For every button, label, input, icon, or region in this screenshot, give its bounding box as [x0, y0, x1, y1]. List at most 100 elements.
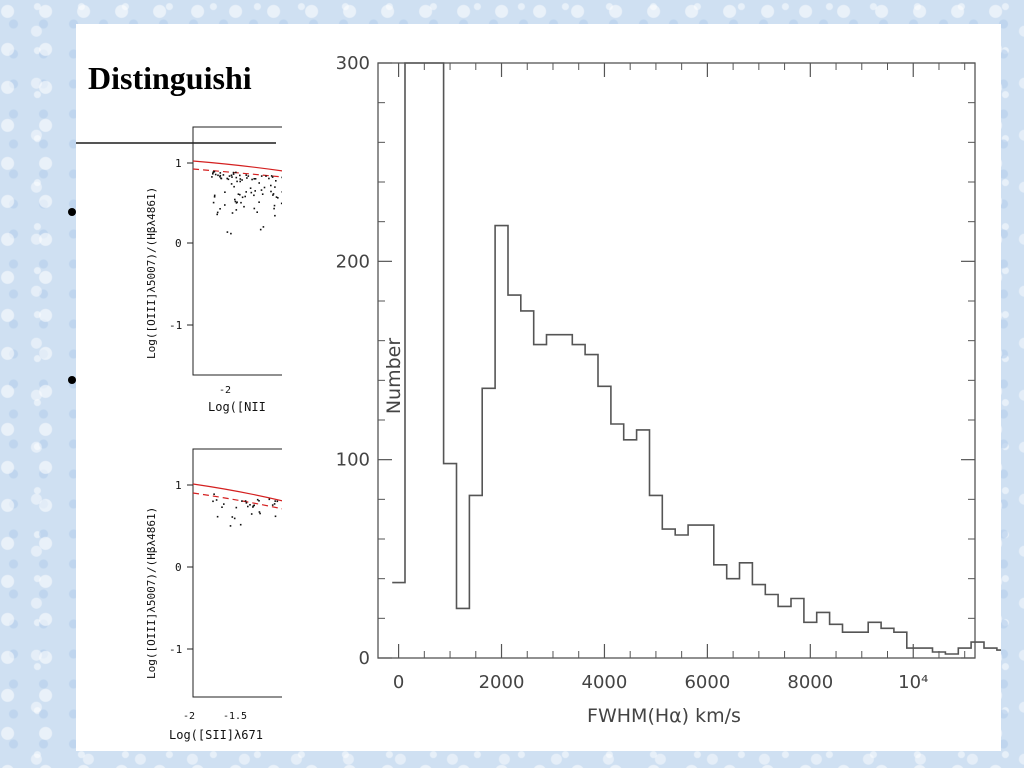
scatter-point	[239, 523, 242, 526]
scatter-point	[237, 193, 240, 195]
scatter-point	[219, 172, 222, 174]
scatter-point	[220, 177, 222, 180]
scatter-point	[247, 505, 249, 508]
bpt-top-points	[211, 170, 284, 235]
scatter-point	[215, 499, 218, 501]
scatter-point	[241, 179, 243, 181]
scatter-point	[241, 500, 243, 502]
scatter-point	[251, 178, 253, 181]
scatter-point	[258, 500, 260, 502]
scatter-point	[241, 196, 244, 199]
scatter-point	[271, 504, 274, 506]
scatter-point	[227, 178, 230, 181]
scatter-point	[229, 525, 232, 527]
scatter-point	[280, 202, 283, 205]
scatter-point	[232, 171, 235, 174]
x-tick-label: 2000	[479, 672, 525, 693]
bpt-bottom-xlabel: Log([SII]λ671	[169, 728, 263, 742]
scatter-point	[270, 190, 272, 193]
scatter-point	[262, 226, 265, 228]
scatter-point	[235, 209, 238, 211]
scatter-point	[273, 204, 276, 207]
scatter-point	[277, 197, 279, 199]
scatter-point	[213, 493, 215, 495]
scatter-point	[212, 173, 214, 175]
scatter-point	[271, 176, 274, 178]
scatter-point	[275, 196, 278, 198]
scatter-point	[245, 502, 248, 504]
scatter-point	[268, 177, 270, 180]
scatter-point	[273, 503, 276, 505]
scatter-point	[246, 177, 248, 179]
scatter-point	[239, 178, 242, 180]
scatter-point	[260, 175, 263, 177]
scatter-point	[245, 191, 247, 193]
scatter-point	[275, 180, 277, 182]
slide-title: Distinguishi	[88, 60, 252, 96]
bpt-top-curve-solid	[192, 160, 284, 172]
scatter-point	[244, 500, 247, 502]
scatter-point	[212, 171, 214, 174]
scatter-point	[230, 183, 233, 185]
bpt-top-ytick-label-0: 0	[175, 237, 182, 250]
scatter-point	[256, 498, 259, 501]
histogram-ylabel: Number	[383, 338, 405, 415]
scatter-point	[254, 190, 256, 192]
scatter-point	[274, 186, 276, 188]
scatter-point	[233, 185, 235, 188]
scatter-point	[235, 202, 238, 204]
scatter-point	[219, 208, 221, 210]
bpt-bottom-ytick-label-m1: -1	[169, 643, 182, 656]
scatter-point	[240, 201, 242, 204]
scatter-point	[235, 176, 238, 179]
scatter-point	[216, 515, 219, 518]
scatter-point	[239, 193, 241, 196]
scatter-point	[250, 191, 253, 194]
scatter-point	[217, 174, 219, 177]
scatter-point	[270, 175, 273, 177]
scatter-point	[224, 191, 226, 193]
scatter-point	[273, 207, 275, 210]
bpt-top-curve-dashed	[192, 168, 284, 178]
scatter-point	[258, 201, 260, 203]
bpt-top-ylabel: Log([OIII]λ5007)/(Hβλ4861)	[145, 187, 158, 359]
scatter-point	[212, 201, 215, 204]
scatter-point	[244, 195, 246, 198]
scatter-point	[254, 178, 257, 180]
bpt-top-xlabel: Log([NII	[208, 400, 266, 414]
bpt-bottom-ytick-label-0: 0	[175, 561, 182, 574]
scatter-point	[216, 213, 218, 216]
bpt-top-xtick-label: -2	[219, 385, 231, 396]
scatter-point	[250, 513, 253, 515]
x-tick-label: 4000	[582, 672, 628, 693]
scatter-point	[252, 506, 254, 508]
scatter-point	[233, 517, 236, 520]
scatter-point	[214, 173, 217, 176]
bpt-top-frame	[192, 126, 284, 376]
x-tick-label: 6000	[684, 672, 730, 693]
scatter-point	[253, 178, 255, 180]
scatter-point	[261, 193, 264, 195]
bpt-chart-top: 1 0 -1 -2 Log([NII Log([OIII]λ5007)/(Hβλ…	[145, 126, 284, 414]
scatter-point	[211, 176, 213, 178]
scatter-point	[243, 205, 245, 208]
scatter-point	[270, 184, 272, 187]
scatter-point	[219, 175, 221, 178]
scatter-point	[259, 512, 261, 515]
scatter-point	[253, 207, 256, 210]
histogram-xlabel: FWHM(Hα) km/s	[587, 705, 741, 727]
scatter-point	[230, 174, 233, 177]
scatter-point	[247, 175, 250, 177]
scatter-point	[268, 498, 271, 501]
scatter-point	[226, 231, 229, 233]
scatter-point	[232, 173, 235, 175]
title-underline	[76, 142, 276, 144]
scatter-point	[236, 180, 238, 183]
scatter-point	[258, 511, 261, 513]
bpt-top-ytick-label-m1: -1	[169, 319, 182, 332]
bpt-diagram-panel: 1 0 -1 -2 Log([NII Log([OIII]λ5007)/(Hβλ…	[131, 119, 284, 759]
bpt-bottom-points	[212, 493, 279, 527]
scatter-point	[253, 194, 255, 197]
histogram-panel: 0 2000 4000 6000 8000 10⁴ 0 100 200 300 FWHM(Hα) …	[282, 28, 1024, 751]
y-tick-label: 300	[336, 53, 370, 74]
